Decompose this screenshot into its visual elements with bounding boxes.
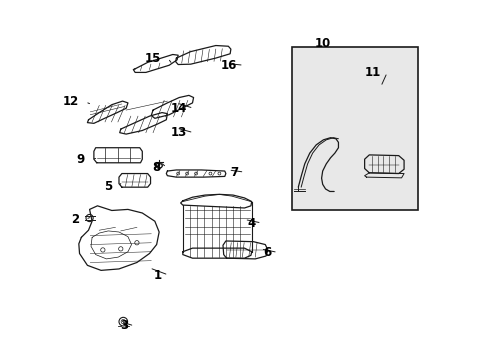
Text: 3: 3	[120, 319, 128, 332]
Text: 4: 4	[246, 216, 255, 230]
Text: 7: 7	[229, 166, 238, 179]
Text: 2: 2	[71, 213, 79, 226]
Text: 16: 16	[221, 59, 237, 72]
Text: 12: 12	[62, 95, 79, 108]
Text: 13: 13	[170, 126, 187, 139]
Text: 11: 11	[364, 66, 380, 79]
Text: 6: 6	[263, 246, 271, 259]
Text: 8: 8	[152, 161, 160, 174]
Text: 1: 1	[154, 269, 162, 282]
Text: 10: 10	[314, 37, 330, 50]
Text: 5: 5	[103, 180, 112, 193]
Bar	[291, 47, 418, 211]
Text: 9: 9	[77, 153, 85, 166]
Text: 15: 15	[144, 51, 161, 64]
Text: 14: 14	[170, 102, 187, 115]
